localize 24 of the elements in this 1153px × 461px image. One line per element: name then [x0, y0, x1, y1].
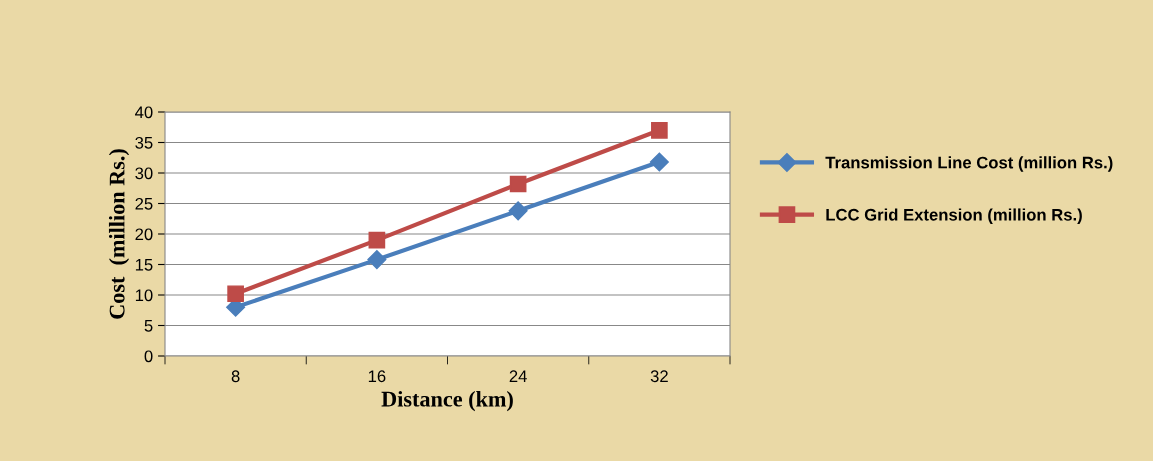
y-tick-label: 35: [135, 136, 153, 149]
legend-label: LCC Grid Extension (million Rs.): [826, 208, 1082, 224]
point: [227, 285, 244, 303]
y-tick-label: 10: [135, 289, 153, 302]
y-tick-label: 0: [144, 350, 153, 363]
point: [651, 121, 668, 139]
x-tick-label: 24: [509, 370, 527, 382]
y-tick-label: 20: [135, 228, 153, 241]
legend-label: Transmission Line Cost (million Rs.): [825, 156, 1113, 172]
point: [649, 152, 669, 172]
point: [509, 175, 527, 193]
y-tick-label: 5: [144, 320, 153, 332]
y-axis-title: Cost (million Rs.): [108, 149, 130, 319]
x-tick-label: 8: [231, 370, 240, 383]
point: [508, 201, 528, 221]
y-tick-label: 40: [135, 106, 153, 119]
x-axis-title: Distance (km): [381, 390, 513, 412]
y-tick-label: 30: [135, 167, 153, 180]
point: [368, 231, 386, 249]
x-tick-label: 32: [650, 370, 668, 383]
y-tick-label: 15: [135, 259, 153, 271]
x-tick-label: 16: [368, 370, 386, 383]
point: [367, 250, 387, 270]
y-tick-label: 25: [135, 197, 153, 210]
